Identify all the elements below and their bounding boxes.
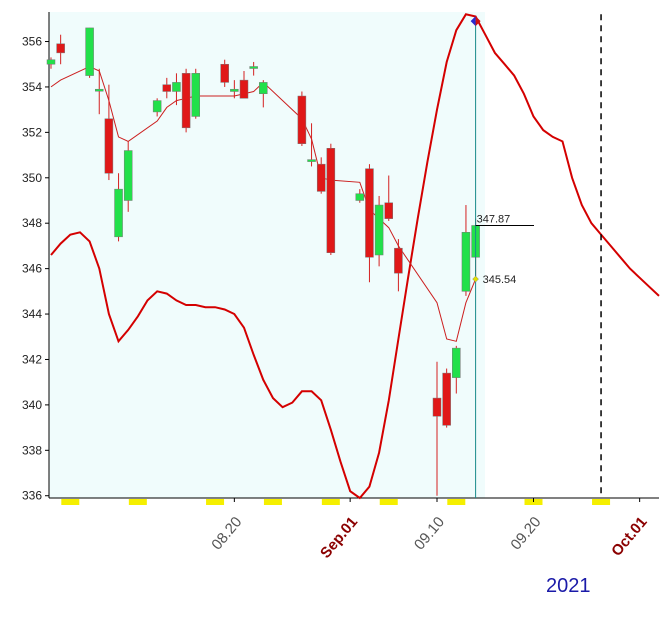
candle-body [46, 59, 56, 65]
x-tick-label: 09.20 [507, 514, 544, 554]
candle-body [442, 372, 451, 426]
y-tick-label: 340 [22, 398, 42, 412]
candle [355, 189, 365, 203]
year-label: 2021 [546, 575, 591, 597]
y-tick-label: 354 [22, 80, 42, 94]
candle-body [162, 84, 172, 92]
bottom-marker [379, 499, 398, 505]
y-tick-label: 356 [22, 35, 42, 49]
bottom-marker [61, 499, 80, 505]
candle-body [239, 79, 249, 99]
y-tick-label: 338 [22, 443, 42, 457]
candle-body [95, 88, 104, 92]
candle [152, 98, 162, 117]
diamond-marker [470, 16, 476, 27]
candle-body [104, 118, 114, 174]
candle-body [452, 347, 461, 378]
candle [326, 143, 336, 255]
candle [394, 239, 403, 292]
candle [297, 91, 307, 146]
bottom-marker [321, 499, 340, 505]
bottom-marker [128, 499, 147, 505]
candle [104, 84, 114, 181]
candle [114, 173, 123, 242]
cycle-line [50, 13, 660, 500]
candle-body [152, 100, 162, 113]
diamond-marker [475, 16, 481, 27]
candle [95, 68, 104, 115]
candle [432, 361, 442, 496]
candle-body [326, 148, 336, 253]
ma-value-label: 345.54 [483, 274, 517, 286]
y-tick-label: 350 [22, 171, 42, 185]
ma-value-marker [472, 275, 479, 283]
candle [239, 71, 249, 99]
candle-body [249, 66, 258, 69]
candle [191, 68, 200, 119]
candle [230, 80, 239, 99]
bottom-marker [447, 499, 466, 505]
candle-body [355, 193, 365, 201]
candle-body [181, 73, 191, 129]
candle [461, 205, 471, 296]
y-tick-label: 352 [22, 125, 42, 139]
candle-body [114, 188, 123, 238]
candle [85, 27, 94, 78]
candle [307, 123, 316, 167]
candle [452, 345, 461, 394]
candle-body [384, 202, 393, 219]
bottom-marker [206, 499, 225, 505]
y-tick-label: 336 [22, 489, 42, 503]
annotations: 347.87 345.54 [470, 14, 602, 498]
x-tick-label: Sep.01 [317, 514, 361, 562]
candle-body [432, 397, 442, 417]
candle [259, 80, 268, 108]
bottom-marker [592, 499, 611, 505]
candle [365, 164, 374, 283]
y-axis: 336 338 340 342 344 346 348 350 352 354 356 [22, 35, 49, 503]
x-tick-label: Oct.01 [608, 514, 651, 560]
plot-background [48, 12, 659, 499]
candle [56, 34, 65, 65]
candle-body [307, 159, 316, 162]
y-tick-label: 346 [22, 262, 42, 276]
candle-body [220, 63, 229, 83]
cycle-curve [50, 13, 660, 500]
candle-body [316, 163, 326, 192]
candle-body [172, 82, 181, 92]
x-tick-label: 08.20 [208, 514, 245, 554]
candle [123, 141, 133, 212]
candle-body [394, 247, 403, 274]
candle [384, 175, 393, 221]
bottom-marker [263, 499, 282, 505]
candle-body [191, 73, 200, 117]
candlesticks [46, 27, 480, 496]
candle-body [365, 168, 374, 258]
candle-body [123, 150, 133, 201]
y-tick-label: 348 [22, 216, 42, 230]
candle [442, 368, 451, 428]
y-tick-label: 342 [22, 352, 42, 366]
candle [374, 195, 384, 267]
candle [316, 157, 326, 194]
candle-body [56, 43, 65, 54]
last-close-label: 347.87 [477, 213, 511, 225]
candle-body [461, 232, 471, 292]
candle-body [230, 88, 239, 92]
candle-body [374, 204, 384, 256]
x-tick-label: 09.10 [411, 514, 448, 554]
candle [220, 59, 229, 87]
candle-body [85, 27, 94, 76]
candle [172, 73, 181, 106]
candle [46, 57, 56, 69]
y-tick-label: 344 [22, 307, 42, 321]
candle-body [297, 95, 307, 144]
candle [162, 77, 172, 99]
candle [249, 61, 258, 76]
candle-body [259, 82, 268, 95]
candle [181, 68, 191, 133]
